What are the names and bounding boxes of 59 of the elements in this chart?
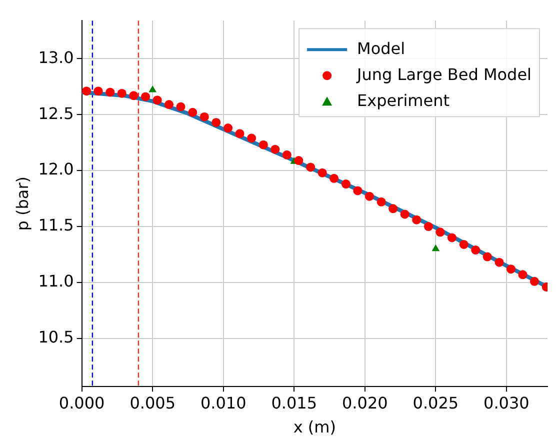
- point: [494, 258, 504, 267]
- point: [424, 222, 433, 232]
- point: [212, 118, 221, 127]
- point: [518, 270, 528, 280]
- point: [282, 150, 292, 160]
- point: [306, 162, 316, 172]
- point: [447, 233, 456, 242]
- y-tick-label: 11.0: [38, 272, 74, 291]
- point: [224, 124, 233, 133]
- point: [459, 240, 468, 249]
- point: [388, 204, 398, 214]
- x-tick-label: 0.000: [58, 393, 105, 412]
- point: [141, 92, 150, 102]
- point: [412, 215, 422, 224]
- point: [82, 86, 91, 96]
- point: [258, 140, 268, 150]
- x-axis-title: x (m): [293, 418, 336, 437]
- y-tick-label: 12.5: [38, 104, 74, 123]
- y-axis-title: p (bar): [12, 176, 32, 231]
- x-tick-label: 0.020: [342, 393, 388, 412]
- point: [530, 276, 539, 286]
- y-tick-label: 13.0: [38, 48, 74, 67]
- point: [400, 210, 410, 219]
- point: [318, 168, 327, 178]
- point: [200, 112, 209, 122]
- point: [148, 85, 156, 92]
- y-tick-label: 12.0: [38, 160, 74, 179]
- point: [330, 174, 339, 183]
- legend-label: Model: [357, 38, 406, 58]
- point: [235, 129, 244, 138]
- legend-label: Experiment: [357, 90, 450, 110]
- point: [364, 192, 374, 201]
- point: [471, 246, 480, 255]
- point: [117, 88, 126, 98]
- x-tick-label: 0.025: [412, 393, 459, 412]
- point: [188, 108, 198, 117]
- x-tick-label: 0.010: [200, 393, 246, 412]
- point: [341, 180, 350, 189]
- y-tick-label: 10.5: [38, 328, 74, 347]
- point: [106, 88, 115, 97]
- point: [247, 134, 256, 143]
- point: [176, 102, 186, 112]
- point: [376, 197, 386, 206]
- point: [436, 228, 445, 237]
- point: [482, 252, 492, 262]
- legend-label: Jung Large Bed Model: [356, 64, 532, 84]
- point: [353, 186, 362, 196]
- y-tick-label: 11.5: [38, 216, 74, 235]
- x-tick-label: 0.015: [271, 393, 318, 412]
- x-tick-label: 0.030: [484, 393, 530, 412]
- point: [294, 156, 304, 166]
- point: [506, 264, 516, 274]
- point: [152, 96, 162, 105]
- point: [164, 100, 174, 110]
- point: [94, 86, 103, 96]
- point: [129, 91, 138, 100]
- x-tick-label: 0.005: [130, 393, 176, 412]
- point: [432, 244, 440, 252]
- point: [270, 144, 280, 154]
